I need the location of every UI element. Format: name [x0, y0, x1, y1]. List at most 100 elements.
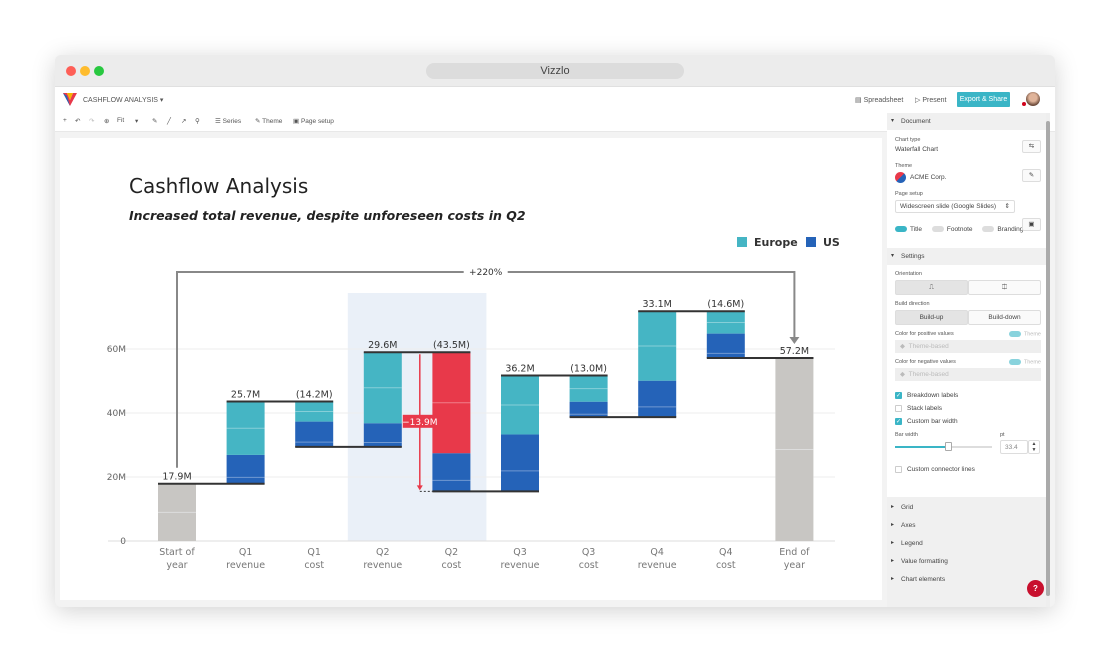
bar-width-stepper[interactable]: ▲ ▼ [1028, 440, 1040, 454]
category-label: Q4 [719, 547, 733, 558]
build-down-button[interactable]: Build-down [968, 310, 1041, 325]
category-label: Q4 [650, 547, 664, 558]
custom-bar-width-checkbox[interactable]: ✓ Custom bar width [895, 417, 958, 425]
legend-swatch-europe [737, 237, 747, 247]
export-share-button[interactable]: Export & Share [957, 92, 1010, 107]
negative-theme-toggle[interactable]: Theme [1008, 359, 1041, 365]
category-label: Q1 [239, 547, 253, 558]
bar-segment-europe [501, 375, 539, 435]
category-label: Q3 [513, 547, 527, 558]
horizontal-orientation-button[interactable]: ⎅ [968, 280, 1041, 295]
settings-sidebar: Document Chart type Waterfall Chart ⇆ Th… [887, 113, 1050, 607]
page-setup-select[interactable]: Widescreen slide (Google Slides) ⇕ [895, 200, 1015, 213]
user-avatar[interactable] [1026, 92, 1040, 106]
difference-badge [402, 414, 437, 428]
axes-section-header[interactable]: Axes [887, 517, 1050, 535]
bar-width-input[interactable]: 33.4 [1000, 440, 1028, 454]
category-label: Q1 [307, 547, 321, 558]
edit-theme-icon[interactable]: ✎ [1022, 169, 1041, 182]
series-button[interactable]: ☰ Series [215, 118, 242, 125]
edit-text-icon[interactable]: ✎ [152, 118, 158, 125]
slider-handle[interactable] [945, 442, 953, 451]
zoom-icon: ⊕ [104, 118, 110, 125]
value-label: (43.5M) [433, 340, 470, 351]
bar-segment-us [501, 434, 539, 492]
legend-swatch-us [806, 237, 816, 247]
build-direction-label: Build direction [895, 301, 930, 307]
app-header: CASHFLOW ANALYSIS ▾ ▤ Spreadsheet ▷ Pres… [55, 87, 1055, 112]
category-label: End of [779, 547, 810, 558]
theme-swatch-icon [895, 172, 906, 183]
document-title-menu[interactable]: CASHFLOW ANALYSIS ▾ [83, 97, 164, 104]
app-window: Vizzlo CASHFLOW ANALYSIS ▾ ▤ Spreadsheet… [55, 55, 1055, 607]
orientation-label: Orientation [895, 271, 922, 277]
vertical-orientation-button[interactable]: ⎍ [895, 280, 968, 295]
category-label: revenue [501, 560, 540, 571]
chart-subtitle[interactable]: Increased total revenue, despite unfores… [129, 208, 526, 223]
close-window-button[interactable] [66, 66, 76, 76]
page-setup-button[interactable]: ▣ Page setup [293, 118, 334, 125]
value-label: 29.6M [368, 340, 397, 351]
annotation-icon[interactable]: ⚲ [195, 118, 200, 125]
value-label: 17.9M [162, 472, 191, 483]
bar-width-label: Bar width [895, 432, 918, 438]
positive-theme-toggle[interactable]: Theme [1008, 331, 1041, 337]
bar-segment-us [569, 401, 608, 418]
build-up-button[interactable]: Build-up [895, 310, 968, 325]
category-label: cost [579, 560, 599, 571]
settings-section-header[interactable]: Settings [887, 248, 1050, 265]
page-layout-icon[interactable]: ▣ [1022, 218, 1041, 231]
chart-title[interactable]: Cashflow Analysis [129, 174, 308, 198]
bar-segment-us [226, 454, 265, 484]
chevron-down-icon[interactable]: ▾ [135, 118, 139, 125]
value-label: (14.2M) [296, 389, 333, 400]
value-formatting-section-header[interactable]: Value formatting [887, 553, 1050, 571]
legend-section-header[interactable]: Legend [887, 535, 1050, 553]
chart-canvas[interactable]: Cashflow Analysis Increased total revenu… [60, 138, 882, 600]
bar-segment-us [432, 453, 471, 492]
value-label: (13.0M) [570, 364, 607, 375]
y-tick-label: 40M [107, 409, 126, 419]
undo-icon[interactable]: ↶ [75, 118, 81, 125]
arrow-icon[interactable]: ↗ [181, 118, 187, 125]
chart-type-label: Chart type [895, 137, 921, 143]
add-icon[interactable]: + [63, 117, 67, 124]
maximize-window-button[interactable] [94, 66, 104, 76]
document-section-header[interactable]: Document [887, 113, 1050, 130]
swap-chart-type-icon[interactable]: ⇆ [1022, 140, 1041, 153]
notification-dot [1022, 102, 1026, 106]
select-arrows-icon: ⇕ [1004, 203, 1010, 210]
chart-elements-section-header[interactable]: Chart elements [887, 571, 1050, 589]
present-button[interactable]: ▷ Present [915, 97, 947, 104]
chart-type-value: Waterfall Chart [895, 146, 939, 153]
legend-label-us: US [823, 236, 840, 249]
custom-connector-checkbox[interactable]: Custom connector lines [895, 466, 1050, 473]
bar-width-slider[interactable] [895, 442, 992, 451]
footnote-toggle[interactable]: Footnote [931, 226, 973, 233]
bar-segment-europe [363, 352, 402, 424]
grid-section-header[interactable]: Grid [887, 499, 1050, 517]
sidebar-scrollbar[interactable] [1046, 113, 1050, 607]
positive-color-input[interactable]: ◆ Theme-based [895, 340, 1041, 353]
bar-segment-us [363, 423, 402, 447]
branding-toggle[interactable]: Branding [982, 226, 1023, 233]
window-title: Vizzlo [426, 63, 684, 79]
spreadsheet-button[interactable]: ▤ Spreadsheet [855, 97, 904, 104]
waterfall-chart: Cashflow Analysis Increased total revenu… [107, 174, 840, 571]
negative-color-label: Color for negative values Theme [895, 359, 1041, 366]
redo-icon[interactable]: ↷ [89, 118, 95, 125]
unit-label: pt [1000, 432, 1005, 438]
breakdown-labels-checkbox[interactable]: ✓ Breakdown labels [895, 391, 959, 399]
zoom-select[interactable]: Fit [117, 117, 125, 124]
category-label: cost [304, 560, 324, 571]
minimize-window-button[interactable] [80, 66, 90, 76]
difference-label: −13.9M [402, 418, 437, 428]
stack-labels-checkbox[interactable]: Stack labels [895, 402, 1050, 415]
category-label: year [166, 560, 187, 571]
title-toggle[interactable]: Title [895, 226, 922, 233]
help-button[interactable]: ? [1027, 580, 1044, 597]
category-label: revenue [226, 560, 265, 571]
theme-button[interactable]: ✎ Theme [255, 118, 283, 125]
negative-color-input[interactable]: ◆ Theme-based [895, 368, 1041, 381]
line-icon[interactable]: ╱ [167, 118, 171, 125]
